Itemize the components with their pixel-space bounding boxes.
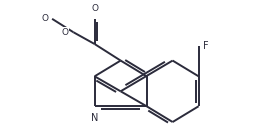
Text: F: F	[203, 41, 209, 51]
Text: O: O	[91, 4, 98, 13]
Text: O: O	[42, 14, 49, 23]
Text: O: O	[62, 28, 69, 37]
Text: N: N	[91, 113, 98, 123]
